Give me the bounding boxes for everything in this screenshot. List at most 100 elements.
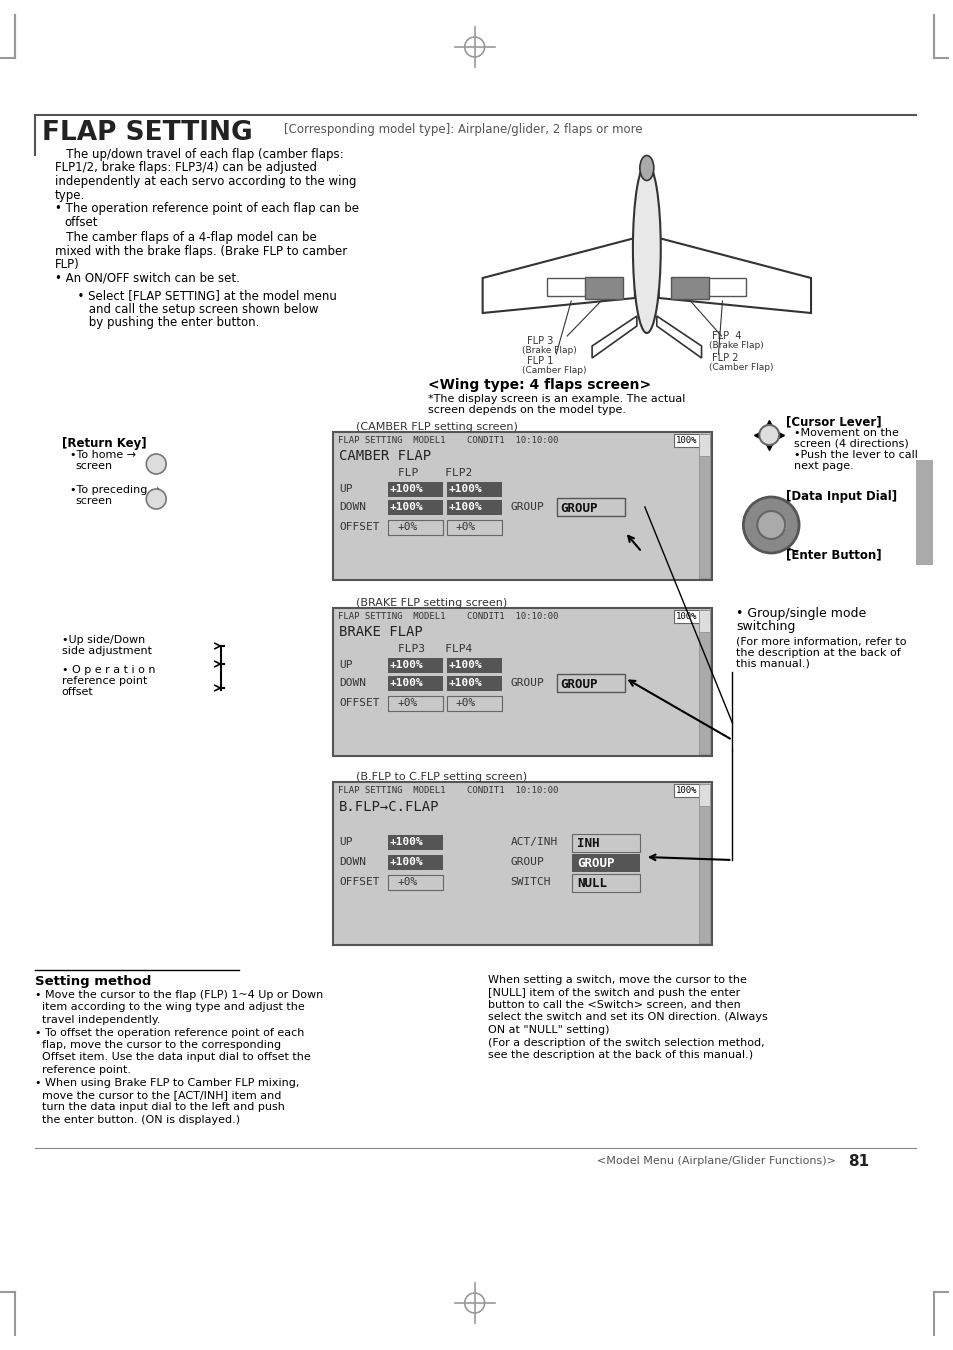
Bar [388,697,442,711]
Text: +100%: +100% [390,485,423,494]
Text: • Move the cursor to the flap (FLP) 1~4 Up or Down: • Move the cursor to the flap (FLP) 1~4 … [35,990,323,1000]
Text: OFFSET: OFFSET [339,878,379,887]
Bar [557,674,624,693]
Text: [Corresponding model type]: Airplane/glider, 2 flaps or more: [Corresponding model type]: Airplane/gli… [283,123,641,136]
Text: • Select [FLAP SETTING] at the model menu: • Select [FLAP SETTING] at the model men… [54,289,336,302]
Bar [333,608,711,756]
Circle shape [742,497,799,554]
Text: FLP1/2, brake flaps: FLP3/4) can be adjusted: FLP1/2, brake flaps: FLP3/4) can be adju… [54,162,316,174]
Text: GROUP: GROUP [510,857,543,867]
Text: FLAP SETTING: FLAP SETTING [42,120,253,146]
Text: • Group/single mode: • Group/single mode [736,608,865,620]
Bar [673,610,709,622]
Text: FLP): FLP) [54,258,79,271]
Text: screen depends on the model type.: screen depends on the model type. [428,405,625,414]
Text: FLAP SETTING  MODEL1    CONDIT1  10:10:00: FLAP SETTING MODEL1 CONDIT1 10:10:00 [338,436,558,446]
Text: GROUP: GROUP [510,502,543,512]
Text: Offset item. Use the data input dial to offset the: Offset item. Use the data input dial to … [35,1053,311,1062]
Bar [388,520,442,535]
Bar [388,875,442,890]
Bar [388,676,442,691]
Text: side adjustment: side adjustment [62,647,152,656]
Text: UP: UP [339,660,353,670]
Bar [388,836,442,850]
Text: BRAKE FLAP: BRAKE FLAP [339,625,422,639]
Text: •To preceding →: •To preceding → [70,485,160,495]
Bar [572,834,639,852]
Text: Setting method: Setting method [35,975,151,988]
Polygon shape [592,316,637,358]
Text: reference point: reference point [62,676,147,686]
Bar [333,432,711,580]
Text: +0%: +0% [396,698,416,707]
Text: offset: offset [65,216,98,228]
Text: GROUP: GROUP [559,678,598,691]
Ellipse shape [639,155,653,181]
Text: FLP3   FLP4: FLP3 FLP4 [397,644,472,653]
Text: (Brake Flap): (Brake Flap) [708,342,762,350]
Text: select the switch and set its ON direction. (Always: select the switch and set its ON directi… [487,1012,766,1022]
Text: NULL: NULL [577,878,606,890]
Bar [333,782,711,945]
Text: UP: UP [339,485,353,494]
Text: ON at "NULL" setting): ON at "NULL" setting) [487,1025,608,1035]
Text: • The operation reference point of each flap can be: • The operation reference point of each … [54,202,358,215]
Polygon shape [659,238,810,313]
Text: +0%: +0% [456,698,476,707]
Circle shape [757,512,784,539]
Text: item according to the wing type and adjust the: item according to the wing type and adju… [35,1003,304,1012]
Text: (Brake Flap): (Brake Flap) [522,346,577,355]
Text: • When using Brake FLP to Camber FLP mixing,: • When using Brake FLP to Camber FLP mix… [35,1077,299,1088]
Text: <Wing type: 4 flaps screen>: <Wing type: 4 flaps screen> [428,378,650,392]
Bar [698,784,709,944]
Text: +0%: +0% [396,878,416,887]
Text: [Enter Button]: [Enter Button] [785,548,881,562]
Text: PUSH: PUSH [762,522,786,531]
Text: OFFSET: OFFSET [339,698,379,707]
Bar [388,657,442,674]
Circle shape [146,454,166,474]
Bar [670,277,708,298]
Text: FLP 1: FLP 1 [527,356,553,366]
Text: switching: switching [736,620,795,633]
Text: [Return Key]: [Return Key] [62,437,146,450]
Text: [Data Input Dial]: [Data Input Dial] [785,490,897,504]
Text: move the cursor to the [ACT/INH] item and: move the cursor to the [ACT/INH] item an… [35,1089,281,1100]
Text: UP: UP [339,837,353,846]
Bar [698,433,709,578]
Text: ACT/INH: ACT/INH [510,837,558,846]
Bar [446,520,501,535]
Text: FLAP SETTING  MODEL1    CONDIT1  10:10:00: FLAP SETTING MODEL1 CONDIT1 10:10:00 [338,786,558,795]
Polygon shape [482,238,635,313]
Text: +100%: +100% [390,660,423,670]
Bar [446,697,501,711]
Bar [388,500,442,514]
Text: (Camber Flap): (Camber Flap) [522,366,586,375]
Bar [673,433,709,447]
Text: +0%: +0% [396,522,416,532]
Text: FLP  4: FLP 4 [711,331,740,342]
Text: +100%: +100% [448,678,482,688]
Text: *The display screen is an example. The actual: *The display screen is an example. The a… [428,394,684,404]
Text: and call the setup screen shown below: and call the setup screen shown below [54,302,318,316]
Bar [584,277,622,298]
Text: The up/down travel of each flap (camber flaps:: The up/down travel of each flap (camber … [54,148,343,161]
Text: • To offset the operation reference point of each: • To offset the operation reference poin… [35,1027,304,1038]
Text: mixed with the brake flaps. (Brake FLP to camber: mixed with the brake flaps. (Brake FLP t… [54,244,347,258]
Text: (Camber Flap): (Camber Flap) [708,363,772,373]
Text: GROUP: GROUP [510,678,543,688]
Text: [NULL] item of the switch and push the enter: [NULL] item of the switch and push the e… [487,987,740,998]
Bar [446,676,501,691]
Text: 100%: 100% [675,786,697,795]
Circle shape [759,425,779,446]
Text: +100%: +100% [390,857,423,867]
Text: +100%: +100% [448,502,482,512]
Text: flap, move the cursor to the corresponding: flap, move the cursor to the correspondi… [35,1040,281,1050]
Text: (For more information, refer to: (For more information, refer to [736,637,906,647]
Text: screen: screen [75,460,112,471]
Text: [Cursor Lever]: [Cursor Lever] [785,414,881,428]
Text: • O p e r a t i o n: • O p e r a t i o n [62,666,155,675]
Text: GROUP: GROUP [559,502,598,514]
Text: the enter button. (ON is displayed.): the enter button. (ON is displayed.) [35,1115,240,1125]
Ellipse shape [632,163,660,333]
